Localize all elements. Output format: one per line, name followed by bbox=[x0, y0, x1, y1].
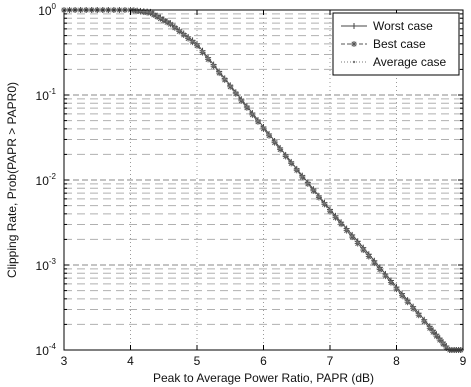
data-point-dot bbox=[206, 57, 210, 60]
data-point-dot bbox=[389, 280, 393, 284]
data-point-dot bbox=[178, 29, 181, 32]
grid-layer bbox=[64, 10, 463, 350]
data-point-dot bbox=[217, 70, 221, 74]
data-point-dot bbox=[229, 84, 232, 88]
legend-label: Best case bbox=[373, 37, 426, 51]
data-point-dot bbox=[306, 182, 310, 185]
data-point-dot bbox=[201, 50, 204, 53]
data-point-dot bbox=[323, 202, 326, 205]
data-point-asterisk bbox=[351, 41, 357, 47]
data-point-dot bbox=[295, 168, 298, 171]
data-point-dot bbox=[334, 215, 337, 218]
data-point-dot bbox=[317, 195, 321, 198]
data-point-dot bbox=[350, 234, 354, 238]
data-point-dot bbox=[195, 43, 199, 46]
axis-layer: 3 4 5 6 7 8 9 100 10-1 10-2 10-3 10-4 bbox=[36, 2, 467, 368]
legend-label: Average case bbox=[373, 55, 446, 69]
data-point-dot bbox=[223, 77, 226, 81]
data-point-dot bbox=[384, 274, 387, 277]
x-tick-label: 8 bbox=[393, 354, 400, 368]
data-point-dot bbox=[328, 209, 332, 212]
data-point-dot bbox=[406, 300, 409, 303]
x-axis-label: Peak to Average Power Ratio, PAPR (dB) bbox=[153, 371, 374, 385]
y-tick-label: 10-3 bbox=[36, 257, 57, 273]
data-point-dot bbox=[142, 10, 145, 13]
data-point-dot bbox=[367, 254, 370, 257]
data-point-dot bbox=[378, 267, 382, 270]
data-point-dot bbox=[212, 64, 215, 67]
data-point-dot bbox=[169, 22, 172, 25]
data-point-dot bbox=[191, 40, 194, 43]
y-tick-label: 10-4 bbox=[36, 342, 57, 358]
x-tick-label: 7 bbox=[327, 354, 334, 368]
data-point-dot bbox=[312, 188, 315, 192]
data-point-dot bbox=[256, 119, 260, 123]
data-point-dot bbox=[240, 98, 243, 102]
data-point-dot bbox=[278, 147, 282, 151]
data-point-dot bbox=[145, 10, 149, 14]
legend: Worst case Best case Average case bbox=[332, 12, 460, 76]
data-point-dot bbox=[431, 329, 435, 333]
data-point-dot bbox=[435, 333, 438, 337]
legend-label: Worst case bbox=[373, 19, 433, 33]
y-axis-label: Clipping Rate, Prob(PAPR > PAPR0) bbox=[5, 82, 19, 278]
x-tick-label: 6 bbox=[260, 354, 267, 368]
series-layer bbox=[61, 7, 464, 353]
series-average-case bbox=[62, 8, 463, 352]
data-point-dot bbox=[395, 287, 398, 290]
data-point-dot bbox=[417, 313, 420, 316]
data-point-plus bbox=[351, 23, 357, 29]
x-tick-label: 5 bbox=[194, 354, 201, 368]
y-tick-label: 10-2 bbox=[36, 172, 57, 188]
data-point-dot bbox=[428, 326, 431, 329]
data-point-dot bbox=[400, 293, 404, 297]
x-tick-label: 9 bbox=[460, 354, 467, 368]
data-point-dot bbox=[162, 18, 165, 22]
data-point-dot bbox=[149, 11, 152, 14]
data-point-dot bbox=[165, 20, 169, 23]
data-point-dot bbox=[423, 319, 426, 323]
data-point-dot bbox=[262, 126, 265, 130]
data-point-dot bbox=[173, 26, 177, 29]
y-tick-label: 100 bbox=[38, 2, 56, 18]
data-point-dot bbox=[438, 337, 441, 341]
data-point-dot bbox=[139, 9, 142, 13]
data-point-dot bbox=[186, 36, 190, 39]
data-point-dot bbox=[356, 241, 359, 244]
data-point-dot bbox=[152, 12, 155, 16]
data-point-dot bbox=[373, 260, 376, 264]
data-point-dot bbox=[352, 60, 356, 64]
data-point-dot bbox=[273, 140, 276, 144]
data-point-dot bbox=[284, 154, 287, 158]
x-tick-label: 3 bbox=[61, 354, 68, 368]
data-point-dot bbox=[234, 91, 237, 95]
data-point-dot bbox=[362, 247, 365, 251]
data-point-dot bbox=[445, 345, 448, 349]
x-tick-label: 4 bbox=[127, 354, 134, 368]
data-point-dot bbox=[159, 16, 162, 20]
data-point-dot bbox=[441, 341, 445, 345]
data-point-dot bbox=[345, 228, 348, 231]
data-point-dot bbox=[290, 161, 293, 164]
y-tick-label: 10-1 bbox=[36, 87, 57, 103]
data-point-dot bbox=[339, 221, 343, 225]
data-point-dot bbox=[267, 133, 271, 137]
data-point-dot bbox=[251, 112, 254, 116]
data-point-dot bbox=[411, 306, 415, 310]
data-point-dot bbox=[301, 175, 304, 178]
data-point-dot bbox=[155, 14, 159, 18]
data-point-dot bbox=[182, 33, 185, 36]
data-point-dot bbox=[245, 105, 249, 109]
